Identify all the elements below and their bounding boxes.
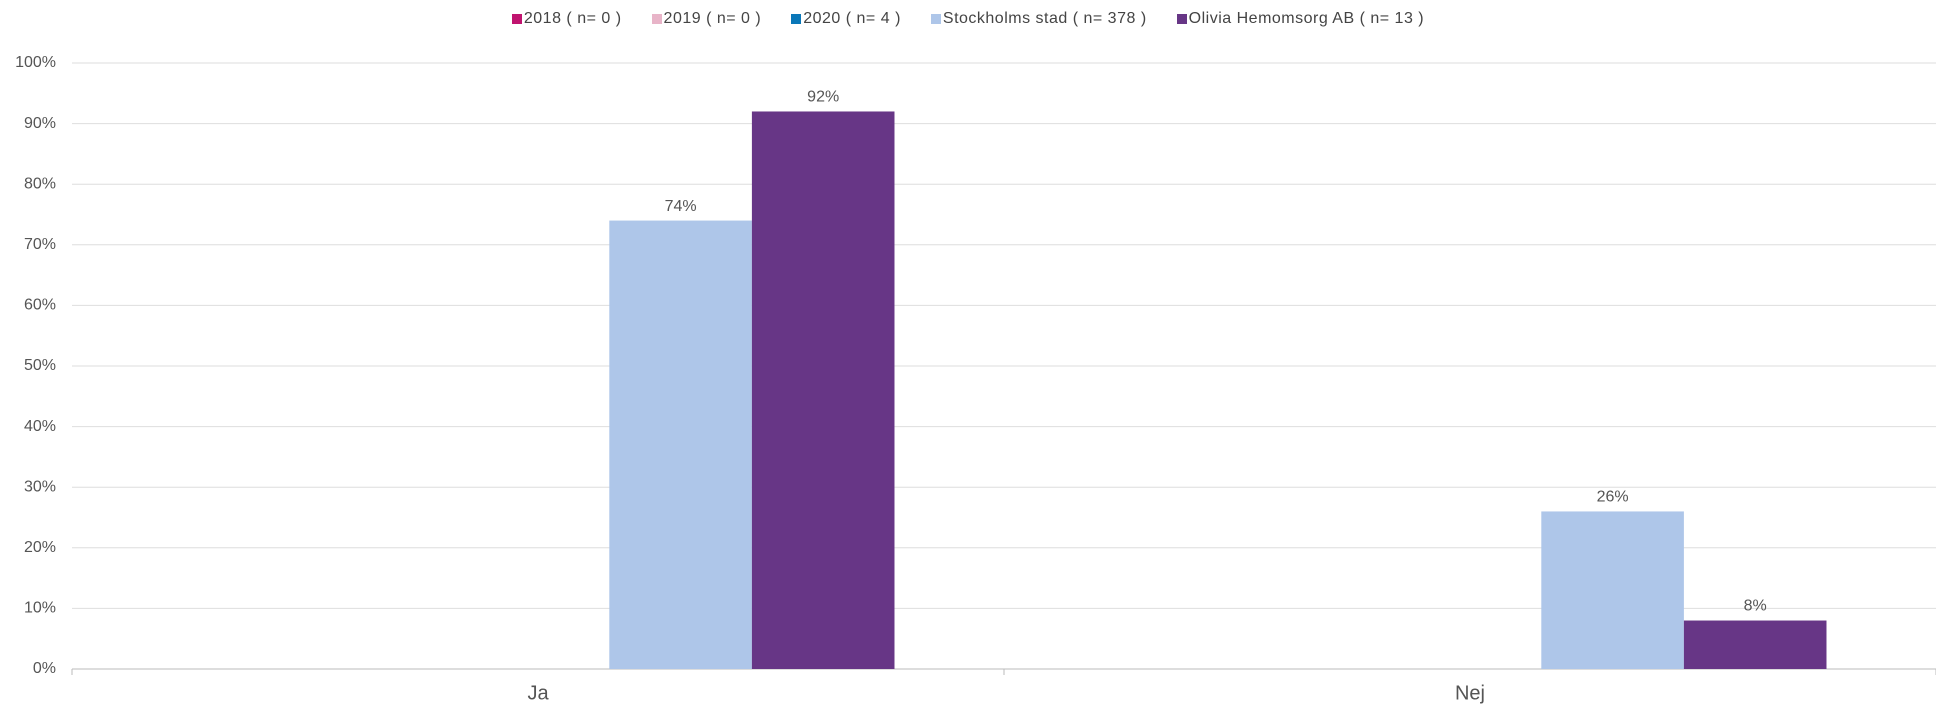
y-tick-label: 40%	[24, 418, 56, 435]
y-tick-label: 60%	[24, 297, 56, 314]
data-label: 26%	[1597, 489, 1629, 506]
y-tick-label: 70%	[24, 236, 56, 253]
legend-swatch	[1176, 14, 1187, 24]
data-label: 92%	[807, 89, 839, 106]
legend-label: 2020 ( n= 4 )	[803, 10, 901, 27]
legend-item: 2020 ( n= 4 )	[791, 10, 901, 28]
legend-item: Stockholms stad ( n= 378 )	[930, 10, 1147, 28]
data-label: 8%	[1744, 598, 1767, 615]
y-tick-label: 90%	[24, 115, 56, 132]
legend-label: Stockholms stad ( n= 378 )	[942, 10, 1147, 27]
bar	[1541, 511, 1684, 669]
legend-label: 2018 ( n= 0 )	[523, 10, 622, 27]
data-label: 74%	[665, 198, 697, 215]
legend-swatch	[651, 14, 662, 24]
legend-swatch	[791, 14, 802, 24]
x-tick-label: Nej	[1455, 682, 1485, 704]
legend-label: 2019 ( n= 0 )	[663, 10, 762, 27]
y-tick-label: 20%	[24, 539, 56, 556]
legend-item: Olivia Hemomsorg AB ( n= 13 )	[1176, 10, 1425, 28]
legend: 2018 ( n= 0 ) 2019 ( n= 0 ) 2020 ( n= 4 ) S…	[0, 10, 1936, 28]
y-tick-label: 10%	[24, 600, 56, 617]
bar	[1683, 620, 1827, 669]
legend-item: 2018 ( n= 0 )	[511, 10, 622, 28]
bar	[751, 111, 895, 670]
legend-swatch	[930, 14, 941, 24]
legend-label: Olivia Hemomsorg AB ( n= 13 )	[1188, 10, 1425, 27]
y-tick-label: 30%	[24, 478, 56, 495]
y-tick-label: 80%	[24, 175, 56, 192]
y-tick-label: 100%	[15, 54, 56, 71]
x-tick-label: Ja	[527, 682, 549, 704]
bar	[609, 220, 752, 669]
legend-item: 2019 ( n= 0 )	[651, 10, 762, 28]
y-tick-label: 50%	[24, 357, 56, 374]
legend-swatch	[511, 14, 522, 24]
y-tick-label: 0%	[33, 660, 56, 677]
